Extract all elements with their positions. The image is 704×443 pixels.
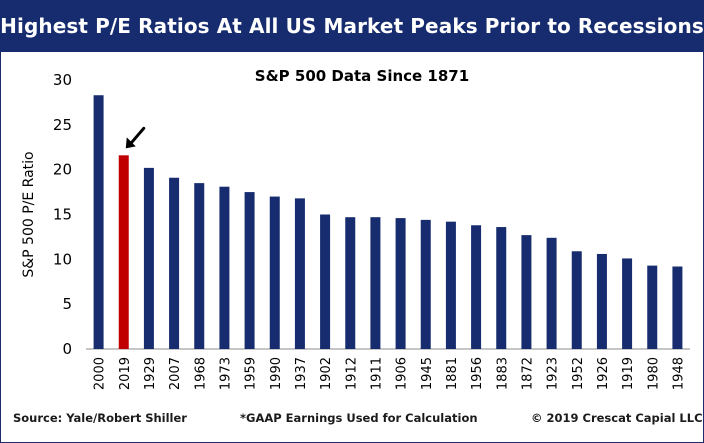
bar-1902	[320, 214, 331, 349]
bar-2007	[169, 177, 180, 349]
x-tick-label: 1883	[495, 357, 510, 390]
x-tick-label: 1948	[671, 357, 686, 390]
y-tick-label: 30	[53, 71, 72, 89]
bar-1912	[345, 217, 356, 349]
x-tick-label: 1902	[319, 357, 334, 390]
x-tick-label: 1952	[571, 357, 586, 390]
x-tick-label: 1990	[269, 357, 284, 390]
x-tick-label: 1945	[420, 357, 435, 390]
banner-title: Highest P/E Ratios At All US Market Peak…	[0, 0, 704, 52]
bar-2000	[93, 95, 104, 349]
bar-1911	[370, 217, 381, 349]
bar-1945	[420, 219, 431, 349]
x-tick-label: 1881	[445, 357, 460, 390]
x-tick-label: 1929	[143, 357, 158, 390]
y-tick-label: 15	[53, 206, 72, 224]
chart-title: S&P 500 Data Since 1871	[255, 67, 469, 85]
bar-1937	[294, 198, 305, 349]
x-tick-label: 1968	[193, 357, 208, 390]
x-tick-label: 1959	[244, 357, 259, 390]
y-axis-label: S&P 500 P/E Ratio	[21, 151, 37, 277]
y-tick-label: 5	[62, 295, 72, 313]
bar-1980	[647, 265, 658, 349]
bar-1956	[471, 225, 482, 349]
bar-1948	[672, 266, 683, 349]
bar-1883	[496, 227, 507, 349]
x-tick-label: 1937	[294, 357, 309, 390]
bar-1973	[219, 186, 230, 349]
arrow-annotation	[125, 126, 146, 149]
x-tick-label: 2007	[168, 357, 183, 390]
bar-1990	[269, 196, 280, 349]
bar-1952	[571, 251, 582, 349]
y-tick-label: 0	[62, 340, 72, 358]
copyright-note: © 2019 Crescat Capial LLC	[531, 411, 703, 425]
bar-highlight-2019	[118, 155, 129, 349]
source-note: Source: Yale/Robert Shiller	[13, 411, 187, 425]
bar-1919	[622, 258, 633, 349]
x-tick-label: 1956	[470, 357, 485, 390]
x-tick-label: 1906	[395, 357, 410, 390]
x-tick-label: 2019	[118, 357, 133, 390]
bar-1923	[546, 237, 557, 349]
bar-1959	[244, 192, 255, 349]
bar-1926	[596, 253, 607, 349]
x-tick-label: 1911	[369, 357, 384, 390]
bar-1929	[143, 167, 154, 349]
bar-1881	[445, 221, 456, 349]
x-tick-label: 1919	[621, 357, 636, 390]
bar-1872	[521, 235, 532, 349]
y-tick-label: 20	[53, 161, 72, 179]
bar-1906	[395, 218, 406, 349]
footnote: *GAAP Earnings Used for Calculation	[240, 411, 478, 425]
x-tick-label: 1872	[520, 357, 535, 390]
y-tick-label: 10	[53, 250, 72, 268]
x-tick-label: 1912	[344, 357, 359, 390]
x-tick-label: 1923	[546, 357, 561, 390]
y-tick-label: 25	[53, 116, 72, 134]
x-tick-label: 1980	[646, 357, 661, 390]
x-tick-label: 1973	[218, 357, 233, 390]
bar-1968	[194, 183, 205, 349]
x-tick-label: 1926	[596, 357, 611, 390]
x-tick-label: 2000	[93, 357, 108, 390]
